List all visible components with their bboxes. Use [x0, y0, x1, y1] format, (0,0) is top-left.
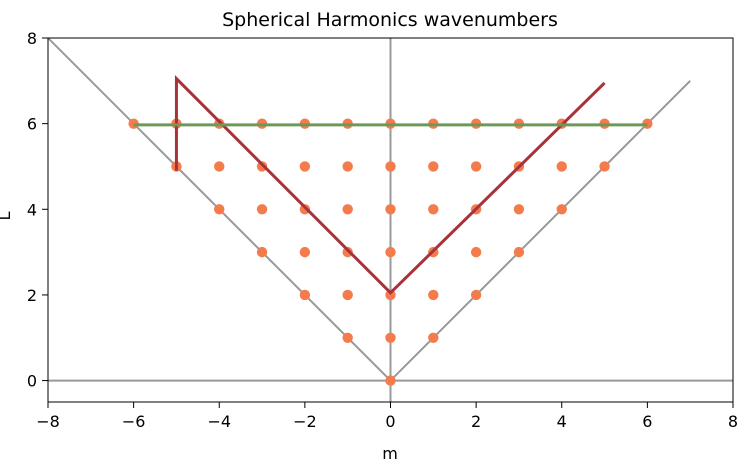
series-lines: [133, 75, 648, 295]
data-point: [256, 204, 268, 215]
data-point: [342, 204, 353, 215]
data-point: [385, 204, 396, 215]
data-point: [513, 204, 525, 215]
y-tick-label: 8: [27, 29, 37, 48]
x-tick-label: −2: [293, 412, 317, 431]
x-tick-label: 6: [642, 412, 652, 431]
data-point: [428, 161, 439, 172]
reference-line-1: [389, 80, 691, 382]
data-point: [470, 289, 482, 301]
data-point: [214, 204, 225, 215]
x-tick-label: 8: [728, 412, 738, 431]
data-point: [299, 289, 311, 301]
x-tick-label: −4: [207, 412, 231, 431]
data-point: [428, 332, 439, 343]
data-point: [513, 246, 525, 258]
data-point: [214, 161, 225, 172]
chart-title: Spherical Harmonics wavenumbers: [222, 9, 558, 31]
data-point: [599, 161, 610, 172]
data-point: [385, 375, 396, 386]
y-tick-label: 6: [27, 115, 37, 134]
y-tick-label: 0: [27, 372, 37, 391]
data-point: [385, 246, 396, 258]
data-point: [342, 332, 353, 343]
y-tick-label: 2: [27, 286, 37, 305]
x-tick-label: −6: [122, 412, 146, 431]
data-point: [299, 246, 311, 258]
data-point: [256, 161, 268, 172]
data-point: [385, 332, 396, 343]
reference-lines: [48, 38, 733, 402]
y-ticks: 0 2 4 6 8: [27, 29, 48, 391]
data-point: [428, 204, 439, 215]
data-point: [385, 161, 396, 172]
data-point: [299, 204, 311, 215]
x-tick-label: 0: [385, 412, 395, 431]
x-tick-label: 4: [557, 412, 567, 431]
data-point: [342, 161, 353, 172]
data-point: [470, 161, 482, 172]
data-point: [556, 204, 567, 215]
data-point: [256, 246, 268, 258]
x-tick-label: −8: [36, 412, 60, 431]
x-tick-label: 2: [471, 412, 481, 431]
data-point: [299, 161, 311, 172]
x-axis-label: m: [382, 444, 398, 463]
data-point: [342, 289, 353, 301]
data-point: [556, 161, 567, 172]
data-point: [428, 289, 439, 301]
data-point: [470, 246, 482, 258]
y-tick-label: 4: [27, 200, 37, 219]
y-axis-label: L: [0, 211, 14, 220]
data-point: [342, 246, 353, 258]
x-ticks: −8 −6 −4 −2 0 2 4 6 8: [36, 402, 738, 431]
